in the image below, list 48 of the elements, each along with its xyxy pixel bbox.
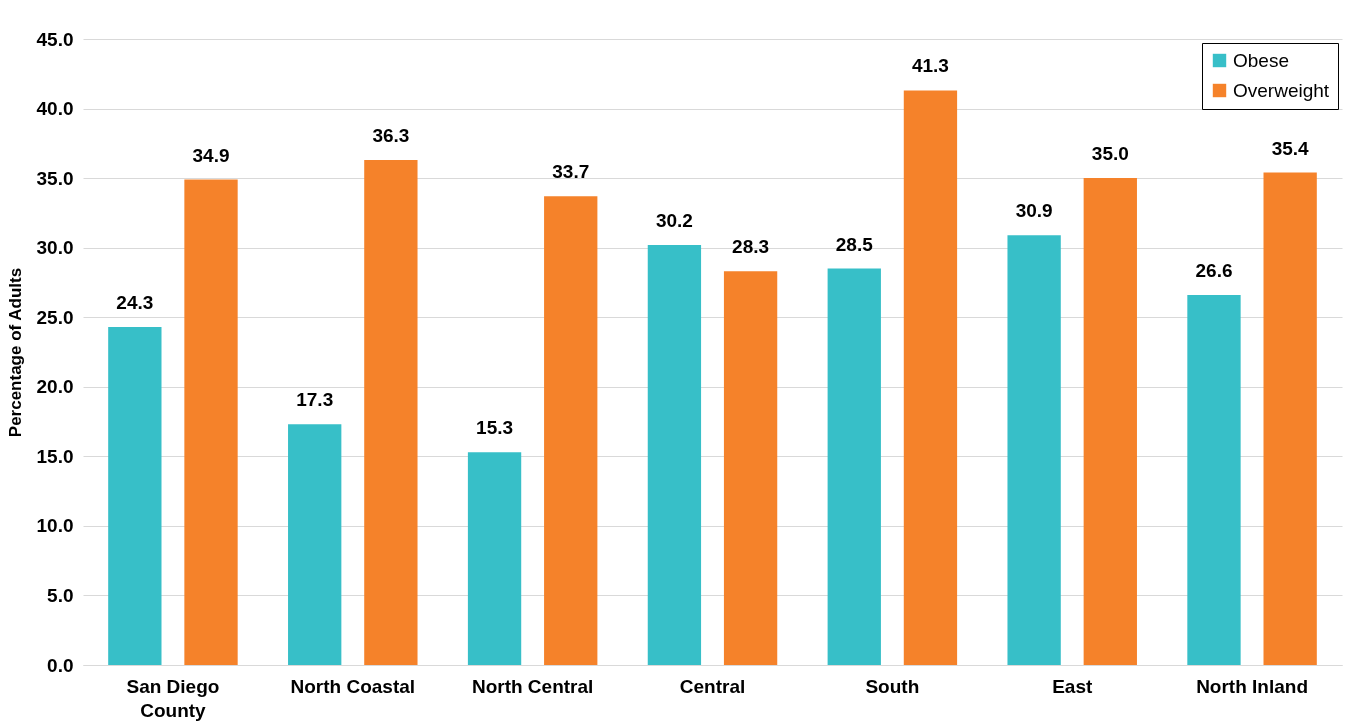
bar bbox=[1007, 235, 1061, 665]
data-label: 17.3 bbox=[296, 389, 334, 411]
bar bbox=[108, 326, 162, 665]
x-tick-label: North Inland bbox=[1196, 675, 1309, 697]
y-tick-label: 15.0 bbox=[36, 445, 74, 467]
data-label: 24.3 bbox=[116, 291, 154, 313]
data-label: 35.4 bbox=[1271, 137, 1310, 159]
data-label: 26.6 bbox=[1195, 259, 1233, 281]
y-tick-label: 35.0 bbox=[36, 167, 74, 189]
data-label: 34.9 bbox=[192, 144, 230, 166]
y-axis-title: Percentage of Adults bbox=[5, 267, 25, 438]
y-tick-label: 40.0 bbox=[36, 98, 74, 120]
bar bbox=[288, 424, 342, 665]
x-tick-label: South bbox=[865, 675, 920, 697]
data-label: 30.9 bbox=[1015, 200, 1053, 222]
bar bbox=[723, 271, 778, 665]
data-label: 33.7 bbox=[552, 161, 590, 183]
bar bbox=[1083, 178, 1137, 665]
y-tick-label: 25.0 bbox=[36, 306, 74, 328]
data-label: 28.3 bbox=[732, 236, 770, 258]
data-label: 15.3 bbox=[476, 417, 514, 439]
y-tick-label: 45.0 bbox=[36, 28, 74, 50]
x-tick-label: Central bbox=[679, 675, 746, 697]
bar bbox=[1187, 294, 1241, 665]
y-tick-label: 30.0 bbox=[36, 237, 74, 259]
bar bbox=[827, 268, 881, 665]
bar bbox=[184, 179, 238, 665]
bar bbox=[544, 196, 598, 665]
x-tick-label: North Coastal bbox=[290, 675, 416, 697]
y-tick-label: 5.0 bbox=[47, 584, 74, 606]
data-label: 28.5 bbox=[835, 233, 874, 255]
y-tick-label: 20.0 bbox=[36, 376, 74, 398]
x-tick-label: San Diego County bbox=[126, 675, 220, 721]
bar bbox=[1263, 172, 1317, 665]
data-label: 30.2 bbox=[655, 209, 693, 231]
data-label: 36.3 bbox=[372, 125, 410, 147]
bar bbox=[467, 452, 522, 665]
bar bbox=[903, 90, 958, 665]
bar bbox=[647, 244, 702, 665]
bar bbox=[364, 160, 418, 665]
legend-label: Obese bbox=[1233, 49, 1289, 71]
x-tick-label: East bbox=[1052, 675, 1093, 697]
data-label: 41.3 bbox=[911, 55, 949, 77]
legend-label: Overweight bbox=[1233, 79, 1330, 101]
y-tick-label: 10.0 bbox=[36, 515, 74, 537]
data-label: 35.0 bbox=[1091, 143, 1129, 165]
x-tick-label: North Central bbox=[471, 675, 594, 697]
y-tick-label: 0.0 bbox=[47, 654, 74, 676]
